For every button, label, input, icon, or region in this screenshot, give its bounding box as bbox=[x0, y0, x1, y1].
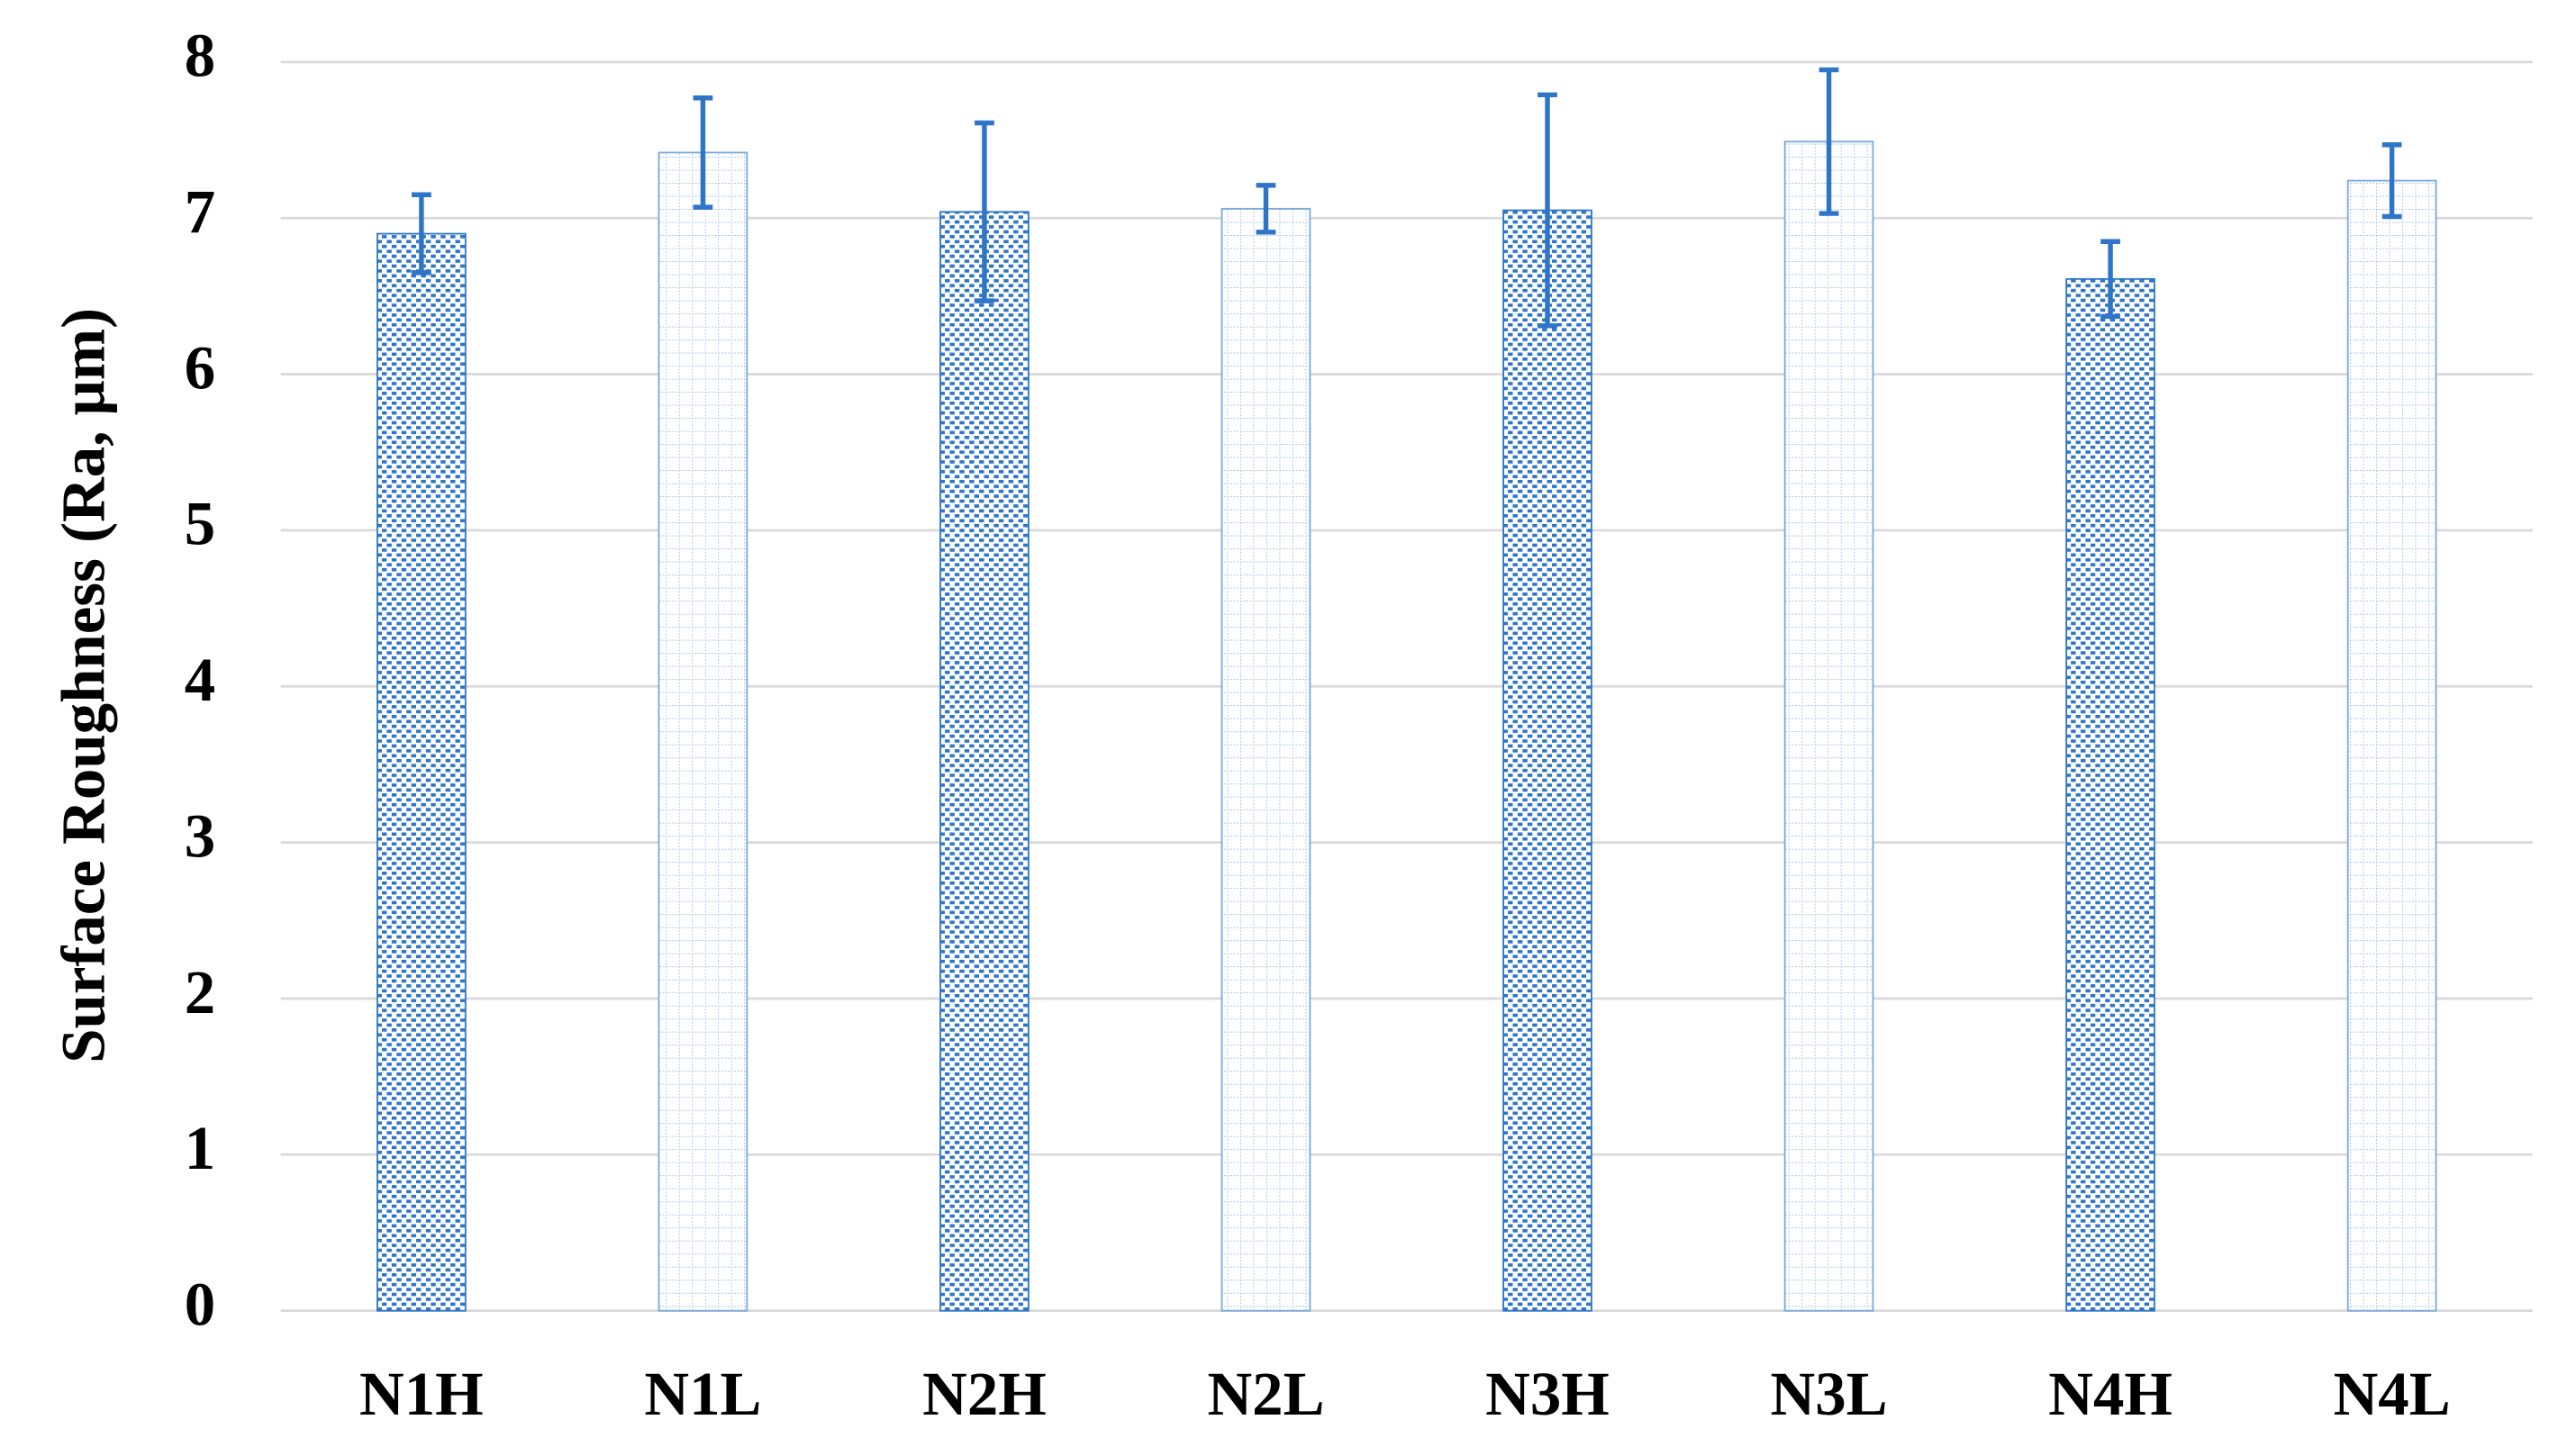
x-tick-label: N1H bbox=[359, 1360, 484, 1428]
bar bbox=[1783, 140, 1874, 1312]
error-bar bbox=[412, 192, 431, 276]
bar bbox=[2065, 277, 2155, 1312]
error-bar bbox=[1538, 92, 1557, 329]
bar bbox=[2346, 179, 2437, 1312]
y-tick-label: 3 bbox=[185, 801, 215, 870]
error-bar bbox=[693, 95, 713, 210]
bar bbox=[1502, 209, 1592, 1312]
y-axis-label: Surface Roughness (Ra, μm) bbox=[49, 308, 117, 1063]
x-tick-label: N2H bbox=[922, 1360, 1047, 1428]
y-tick-label: 7 bbox=[185, 177, 215, 246]
x-tick-label: N4H bbox=[2048, 1360, 2173, 1428]
bar bbox=[658, 151, 748, 1312]
x-tick-label: N2L bbox=[1207, 1360, 1324, 1428]
error-bar bbox=[1819, 67, 1839, 216]
error-bar bbox=[975, 120, 994, 303]
x-tick-label: N1L bbox=[644, 1360, 761, 1428]
bar bbox=[939, 211, 1030, 1312]
error-bar bbox=[2100, 239, 2120, 320]
y-tick-label: 5 bbox=[185, 490, 215, 558]
y-tick-label: 4 bbox=[185, 646, 215, 714]
x-tick-label: N3H bbox=[1485, 1360, 1610, 1428]
y-tick-label: 8 bbox=[185, 22, 215, 90]
y-tick-label: 1 bbox=[185, 1114, 215, 1182]
y-tick-label: 2 bbox=[185, 958, 215, 1026]
bar bbox=[376, 232, 467, 1312]
y-tick-label: 6 bbox=[185, 333, 215, 402]
bar bbox=[1220, 207, 1311, 1312]
y-tick-label: 0 bbox=[185, 1270, 215, 1338]
x-tick-label: N3L bbox=[1771, 1360, 1888, 1428]
error-bar bbox=[1256, 183, 1276, 235]
x-tick-label: N4L bbox=[2334, 1360, 2451, 1428]
error-bar bbox=[2381, 142, 2402, 220]
